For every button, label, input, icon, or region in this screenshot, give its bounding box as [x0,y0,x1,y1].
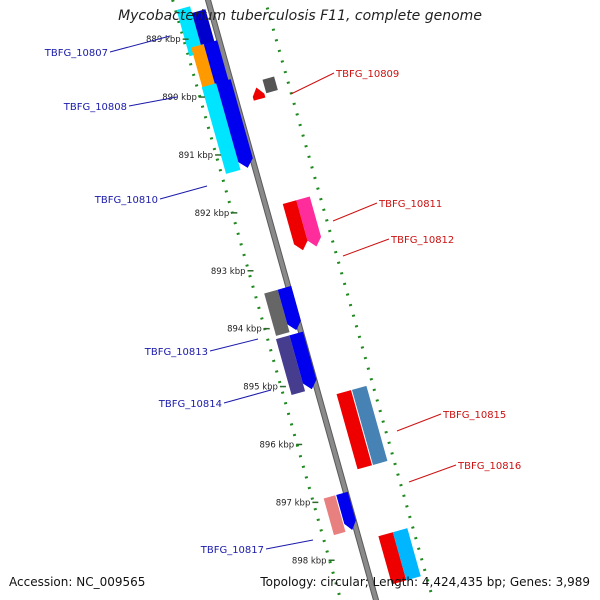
gene-arrow [378,532,407,585]
label-leader [223,389,272,404]
gene-arrow [201,83,241,174]
gene-arrow [296,196,322,247]
gene-arrow [289,331,317,390]
label-leader [209,338,259,352]
label-leader [109,35,171,53]
gene-label: TBFG_10813 [144,347,208,358]
gene-label: TBFG_10815 [442,410,506,421]
tick-label: 889 kbp [146,35,181,45]
gene-arrow [275,335,306,395]
gene-feature [262,76,278,94]
gene-label: TBFG_10811 [378,199,442,210]
gene-feature [203,40,230,93]
gene-feature [392,528,421,581]
track-boundary [171,0,343,600]
genome-summary-text: Topology: circular; Length: 4,424,435 bp… [260,575,590,589]
gene-label: TBFG_10809 [335,69,399,80]
gene-feature [275,335,306,395]
gene-label: TBFG_10816 [457,461,521,472]
gene-label: TBFG_10807 [44,48,108,59]
gene-label: TBFG_10808 [63,102,127,113]
track-boundary [263,0,435,600]
gene-arrow [351,385,388,465]
gene-arrow [176,6,203,57]
tick-label: 892 kbp [195,209,230,219]
label-leaders [109,35,457,550]
gene-feature [277,285,301,331]
track-dots [171,0,435,600]
label-leader [332,202,378,222]
gene-label: TBFG_10812 [390,235,454,246]
label-leader [396,413,442,432]
gene-feature [289,331,317,390]
gene-feature [264,289,290,336]
gene-label: TBFG_10817 [200,545,264,556]
genome-title: Mycobacterium tuberculosis F11, complete… [118,8,482,24]
gene-feature [351,385,388,465]
gene-label: TBFG_10814 [158,399,222,410]
gene-feature [336,491,356,530]
gene-feature [252,87,266,101]
gene-arrow [336,491,356,530]
tick-label: 891 kbp [178,151,213,161]
gene-feature [282,200,308,251]
tick-label: 894 kbp [227,325,262,335]
gene-feature [191,43,219,98]
label-leader [290,72,335,95]
gene-feature [176,6,203,57]
tick-label: 898 kbp [292,556,327,566]
label-leader [128,96,178,107]
gene-arrow [252,87,266,101]
gene-arrow [351,443,367,465]
gene-labels: TBFG_10807 TBFG_10808 TBFG_10810 TBFG_10813… [44,48,522,556]
tick-label: 893 kbp [211,267,246,277]
gene-arrow [216,79,253,168]
label-leader [408,464,457,483]
label-leader [265,539,314,550]
gene-label: TBFG_10810 [94,195,158,206]
gene-feature [201,83,241,174]
gene-arrow [282,200,308,251]
gene-arrow [191,43,219,98]
tick-label: 890 kbp [162,93,197,103]
gene-arrow [203,40,230,93]
tick-label: 897 kbp [276,498,311,508]
accession-text: Accession: NC_009565 [9,575,146,589]
tick-label: 895 kbp [243,383,278,393]
gene-arrow [323,495,346,536]
label-leader [159,185,208,200]
gene-arrow [262,76,278,94]
gene-arrow [277,285,301,331]
gene-feature [323,495,346,536]
gene-features [176,6,421,585]
label-leader [342,238,390,257]
gene-feature [296,196,322,247]
kbp-ticks: 889 kbp 890 kbp 891 kbp 892 kbp 893 kbp 894 k… [146,35,335,566]
gene-feature [351,443,367,465]
gene-arrow [264,289,290,336]
gene-feature [378,532,407,585]
gene-feature [216,79,253,168]
tick-label: 896 kbp [260,440,295,450]
gene-arrow [392,528,421,581]
